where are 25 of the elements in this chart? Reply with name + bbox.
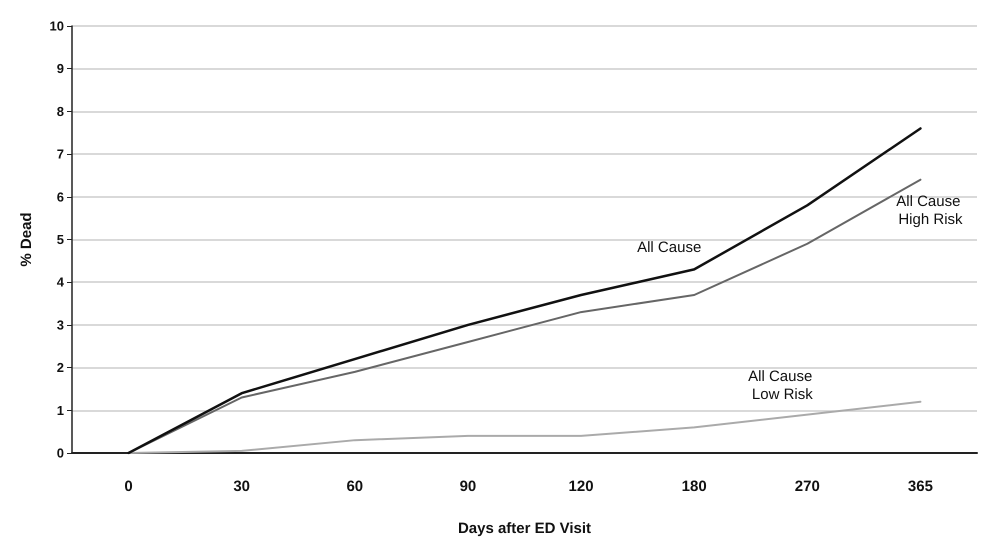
y-tick-label: 1	[56, 402, 64, 418]
x-tick-label: 365	[908, 478, 933, 495]
y-tick-label: 3	[56, 317, 64, 332]
x-axis-title: Days after ED Visit	[458, 520, 592, 537]
x-tick-label: 120	[568, 478, 594, 495]
y-tick-label: 6	[56, 189, 64, 204]
x-tick-label: 90	[460, 478, 476, 495]
x-tick-label: 30	[233, 478, 250, 495]
y-tick-label: 9	[56, 61, 64, 76]
x-tick-label: 0	[124, 478, 133, 495]
series-label: All Cause Low Risk	[748, 368, 816, 404]
y-axis-title: % Dead	[18, 212, 35, 267]
y-tick-label: 2	[56, 360, 64, 376]
series-label: All Cause	[637, 238, 702, 256]
y-tick-label: 7	[56, 146, 64, 162]
y-tick-label: 10	[50, 18, 64, 34]
y-tick-label: 0	[56, 446, 64, 460]
x-tick-label: 270	[794, 478, 820, 495]
y-tick-label: 8	[56, 104, 64, 119]
series-label: All Cause High Risk	[896, 193, 965, 228]
x-tick-label: 60	[346, 478, 364, 495]
y-tick-label: 4	[56, 274, 65, 290]
y-tick-label: 5	[56, 232, 64, 247]
x-tick-label: 180	[682, 478, 707, 495]
line-series	[128, 400, 922, 454]
